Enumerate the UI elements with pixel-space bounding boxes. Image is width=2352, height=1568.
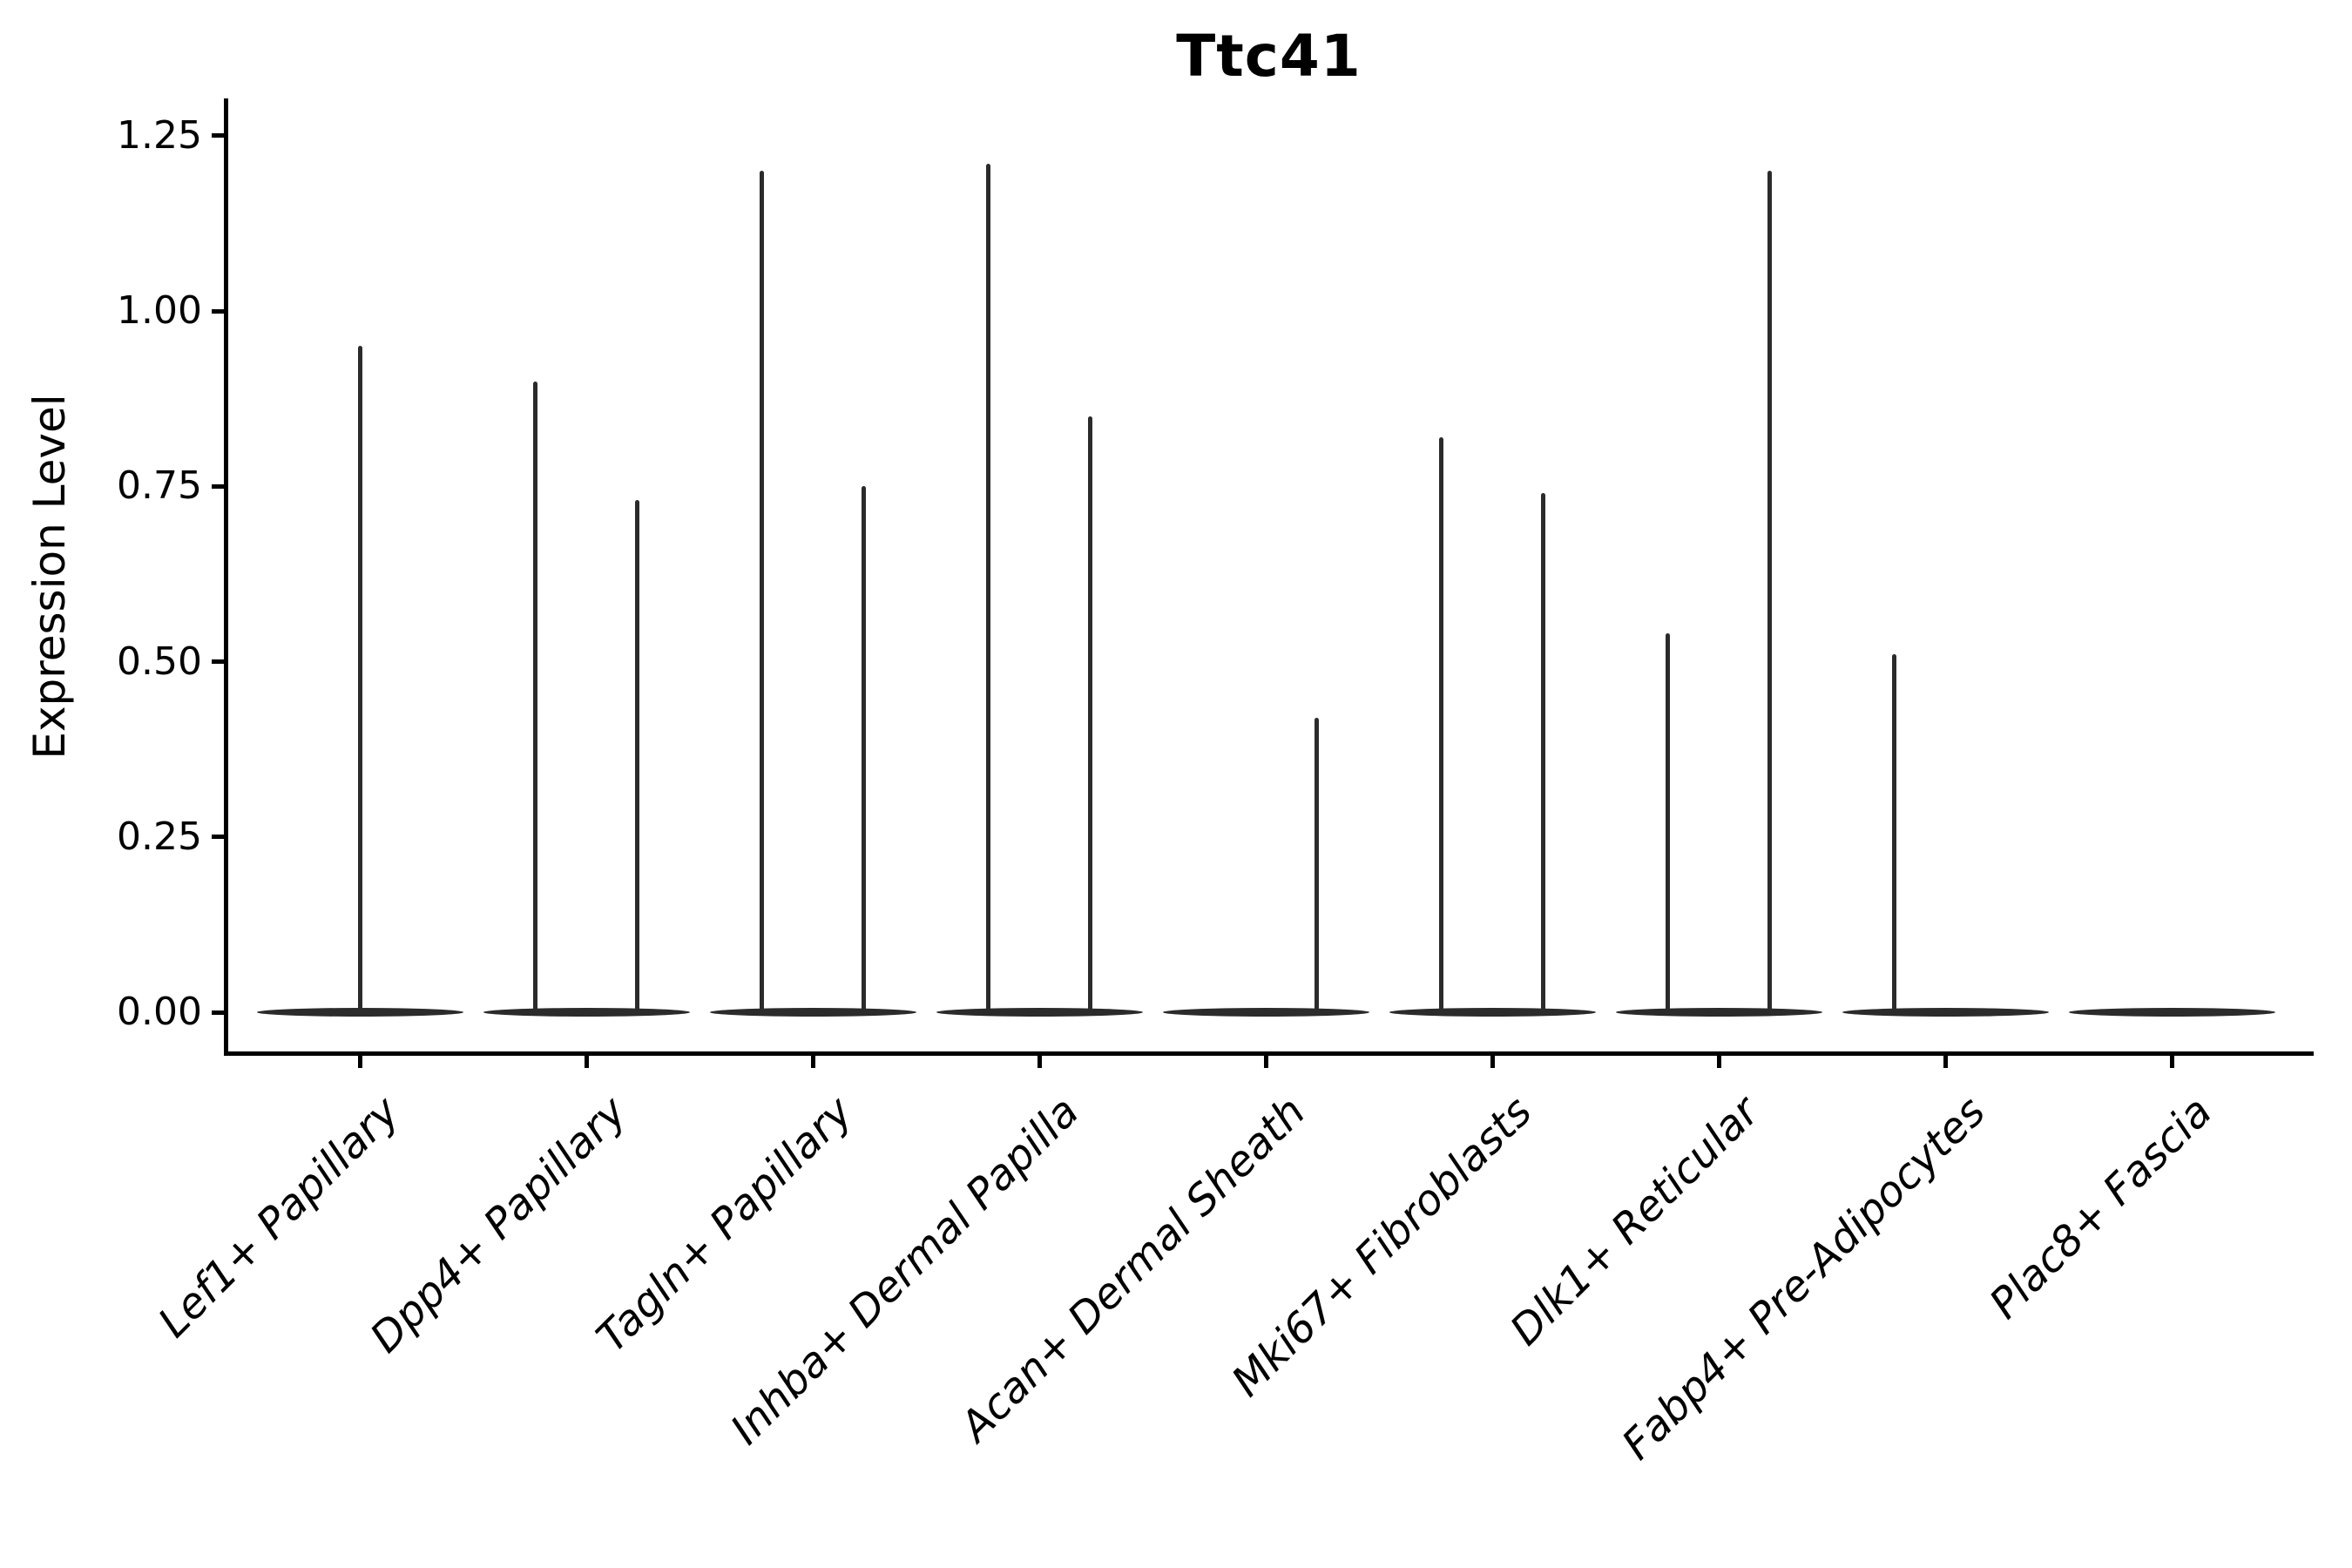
- violin-spike: [1315, 717, 1319, 1012]
- violin-base: [1842, 1008, 2049, 1017]
- violin-base: [483, 1008, 690, 1017]
- x-tick: [357, 1056, 362, 1068]
- y-tick-label: 0.50: [117, 639, 202, 684]
- violin-base: [2068, 1008, 2275, 1017]
- plot-area: [224, 98, 2314, 1056]
- violin-spike: [635, 500, 639, 1012]
- y-tick: [212, 835, 224, 840]
- y-tick: [212, 308, 224, 314]
- x-tick: [810, 1056, 815, 1068]
- y-tick-label: 1.25: [117, 112, 202, 158]
- x-tick: [1943, 1056, 1948, 1068]
- y-axis-label: Expression Level: [24, 394, 75, 760]
- violin-spike: [760, 171, 764, 1012]
- y-tick-label: 0.00: [117, 990, 202, 1034]
- x-tick-label: Fabp4+ Pre-Adipocytes: [1612, 1087, 1995, 1470]
- x-tick: [1263, 1056, 1268, 1068]
- violin-base: [1162, 1008, 1369, 1017]
- x-tick: [1037, 1056, 1042, 1068]
- x-tick-label: Lef1+ Papillary: [149, 1087, 409, 1348]
- violin-spike: [1892, 654, 1896, 1012]
- violin-spike: [1767, 171, 1772, 1012]
- chart-title: Ttc41: [1176, 23, 1362, 90]
- y-tick: [212, 659, 224, 664]
- violin-spike: [1666, 633, 1670, 1012]
- violin-base: [1389, 1008, 1596, 1017]
- y-tick: [212, 133, 224, 139]
- violin-spike: [1439, 436, 1443, 1012]
- y-tick-label: 1.00: [117, 288, 202, 333]
- violin-spike: [986, 163, 990, 1012]
- violin-base: [1615, 1008, 1822, 1017]
- x-tick: [1490, 1056, 1495, 1068]
- violin-spike: [533, 381, 537, 1012]
- y-tick-label: 0.75: [117, 463, 202, 509]
- y-tick-label: 0.25: [117, 814, 202, 859]
- x-tick: [1716, 1056, 1721, 1068]
- violin-base: [709, 1008, 916, 1017]
- violin-base: [256, 1008, 463, 1017]
- x-tick: [2169, 1056, 2174, 1068]
- violin-spike: [1541, 493, 1545, 1012]
- x-tick-label: Plac8+ Fascia: [1980, 1087, 2221, 1328]
- violin-spike: [862, 486, 866, 1012]
- violin-spike: [1088, 416, 1092, 1012]
- violin-spike: [357, 346, 362, 1012]
- y-tick: [212, 1010, 224, 1015]
- violin-base: [936, 1008, 1143, 1017]
- y-tick: [212, 483, 224, 489]
- x-tick: [584, 1056, 589, 1068]
